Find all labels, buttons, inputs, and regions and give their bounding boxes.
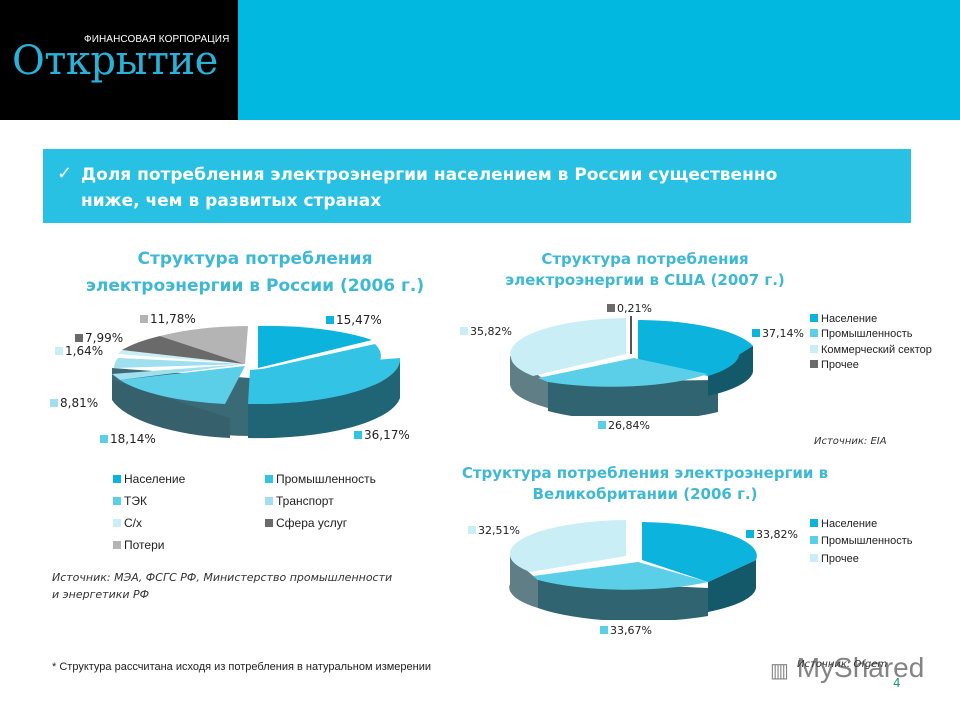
headline-line1: Доля потребления электроэнергии населени… xyxy=(81,165,778,185)
legend-item: Промышленность xyxy=(265,472,376,486)
legend-item: Сфера услуг xyxy=(265,516,347,530)
usa-pie-chart xyxy=(510,316,753,416)
usa-label-kommercheskiy: 35,82% xyxy=(460,325,512,338)
usa-legend: Население Промышленность Коммерческий се… xyxy=(810,313,960,379)
russia-label-sh: 1,64% xyxy=(55,344,103,358)
usa-title-line2: электроэнергии в США (2007 г.) xyxy=(505,271,785,289)
uk-label-promyshlennost: 33,67% xyxy=(600,624,652,637)
uk-label-prochee: 32,51% xyxy=(468,524,520,537)
uk-label-naselenie: 33,82% xyxy=(746,528,798,541)
logo-title: Открытие xyxy=(12,38,218,84)
uk-chart-title: Структура потребления электроэнергии в В… xyxy=(435,463,855,505)
legend-item: Промышленность xyxy=(810,535,913,547)
usa-label-prochee: 0,21% xyxy=(607,302,652,315)
legend-item: Прочее xyxy=(810,359,859,371)
uk-pie-chart xyxy=(509,520,757,620)
checkmark-icon: ✓ xyxy=(57,163,73,184)
russia-pie-chart xyxy=(112,325,401,439)
legend-item: Население xyxy=(113,472,185,486)
uk-legend: Население Промышленность Прочее xyxy=(810,518,960,574)
usa-chart-title: Структура потребления электроэнергии в С… xyxy=(470,249,820,291)
legend-item: ТЭК xyxy=(113,494,147,508)
russia-label-sfera-uslug: 7,99% xyxy=(75,331,123,345)
legend-item: Население xyxy=(810,518,877,530)
uk-title-line1: Структура потребления электроэнергии в xyxy=(461,464,829,482)
uk-title-line2: Великобритании (2006 г.) xyxy=(532,485,758,503)
legend-item: Транспорт xyxy=(265,494,334,508)
page-number: 4 xyxy=(893,676,901,690)
uk-source: Источник: Ofgem xyxy=(797,659,888,670)
russia-legend: Население Промышленность ТЭК Транспорт С… xyxy=(113,472,413,562)
legend-item: Население xyxy=(810,313,877,325)
russia-source: Источник: МЭА, ФСГС РФ, Министерство про… xyxy=(52,571,393,601)
headline-banner: ✓ Доля потребления электроэнергии населе… xyxy=(43,149,911,223)
russia-label-poteri: 11,78% xyxy=(140,312,196,326)
logo: ФИНАНСОВАЯ КОРПОРАЦИЯ Открытие xyxy=(0,0,238,120)
legend-item: Промышленность xyxy=(810,328,913,340)
russia-title-line1: Структура потребления xyxy=(137,249,373,269)
logo-subtitle: ФИНАНСОВАЯ КОРПОРАЦИЯ xyxy=(84,34,230,45)
russia-title-line2: электроэнергии в России (2006 г.) xyxy=(85,276,425,296)
russia-label-naselenie: 15,47% xyxy=(326,313,382,327)
russia-label-transport: 8,81% xyxy=(50,396,98,410)
usa-label-promyshlennost: 26,84% xyxy=(598,419,650,432)
headline-line2: ниже, чем в развитых странах xyxy=(81,191,382,211)
footnote: * Структура рассчитана исходя из потребл… xyxy=(52,661,432,673)
usa-label-naselenie: 37,14% xyxy=(752,327,804,340)
legend-item: Коммерческий сектор xyxy=(810,344,932,356)
russia-label-promyshlennost: 36,17% xyxy=(354,428,410,442)
legend-item: С/х xyxy=(113,516,142,530)
legend-item: Прочее xyxy=(810,553,859,565)
russia-chart-title: Структура потребления электроэнергии в Р… xyxy=(40,246,470,300)
watermark: ▥ MyShared xyxy=(770,652,924,684)
usa-title-line1: Структура потребления xyxy=(541,250,749,268)
legend-item: Потери xyxy=(113,538,164,552)
watermark-text: MyShared xyxy=(796,652,925,683)
russia-label-tek: 18,14% xyxy=(100,432,156,446)
usa-source: Источник: EIA xyxy=(814,436,887,447)
presentation-icon: ▥ xyxy=(770,660,789,682)
